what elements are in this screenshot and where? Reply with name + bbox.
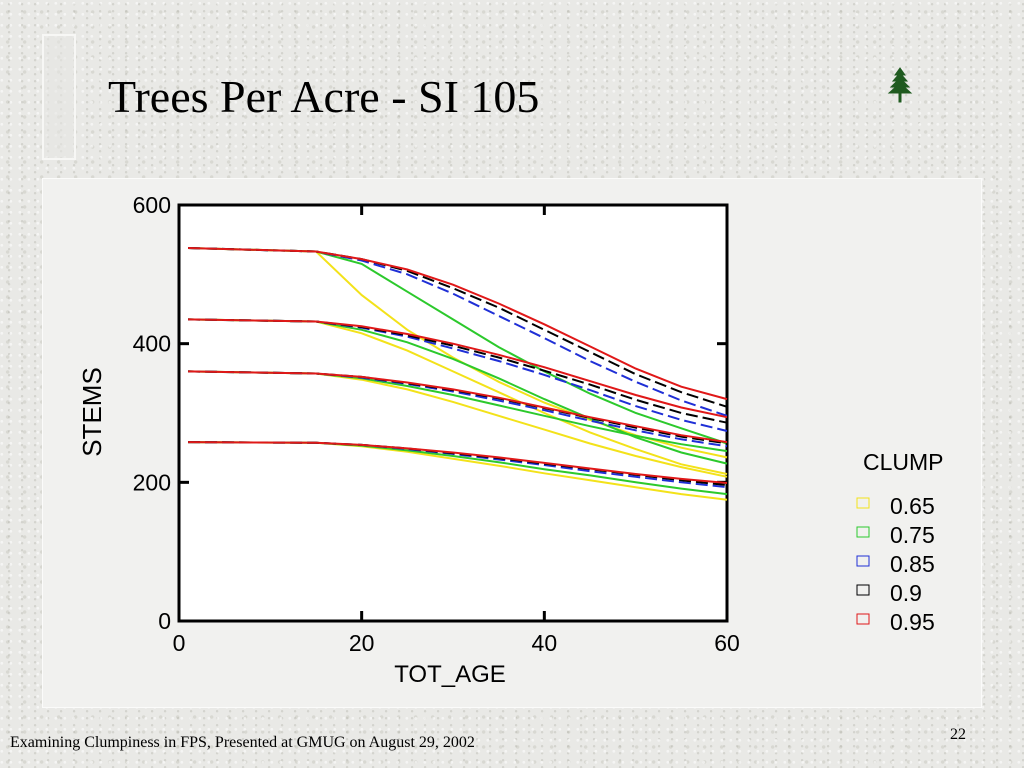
y-tick-label: 0 <box>158 608 171 634</box>
legend-title: CLUMP <box>863 449 944 475</box>
x-tick-label: 0 <box>173 630 186 656</box>
line-chart: 0 200 400 600 0 20 40 60 STEMS TOT_AGE CLUMP 0… <box>77 192 944 688</box>
legend-label: 0.85 <box>890 551 935 577</box>
legend-swatch <box>856 584 870 596</box>
x-tick-label: 40 <box>532 630 558 656</box>
series-line-0_95-group-4 <box>188 441 728 484</box>
y-tick-label: 600 <box>133 192 171 218</box>
chart-panel: 0 200 400 600 0 20 40 60 STEMS TOT_AGE CLUMP 0… <box>42 178 982 708</box>
slide-accent-bar-top <box>42 34 76 160</box>
legend-swatch <box>856 613 870 625</box>
plot-area <box>177 203 729 623</box>
series-line-0_75-group-2 <box>188 318 728 465</box>
legend: 0.65 0.75 0.85 0.9 0.95 <box>856 493 935 635</box>
page-number: 22 <box>950 726 966 743</box>
series-line-0_75-group-1 <box>188 247 728 445</box>
tree-icon <box>887 67 913 103</box>
series-line-0_95-group-1 <box>188 247 728 401</box>
legend-label: 0.9 <box>890 580 922 606</box>
legend-swatch <box>856 497 870 509</box>
legend-swatch <box>856 555 870 567</box>
legend-label: 0.65 <box>890 493 935 519</box>
series-line-0_95-group-3 <box>188 370 728 444</box>
y-tick-label: 200 <box>133 469 171 495</box>
legend-swatch <box>856 526 870 538</box>
legend-label: 0.75 <box>890 522 935 548</box>
slide-title: Trees Per Acre - SI 105 <box>108 71 540 122</box>
y-axis-label: STEMS <box>77 367 107 457</box>
x-axis-label: TOT_AGE <box>394 661 506 688</box>
slide-footer: Examining Clumpiness in FPS, Presented a… <box>10 734 475 751</box>
series-line-0_65-group-2 <box>188 318 728 475</box>
series-line-0_95-group-2 <box>188 318 728 419</box>
y-tick-label: 400 <box>133 331 171 357</box>
x-tick-label: 60 <box>714 630 740 656</box>
x-tick-label: 20 <box>349 630 375 656</box>
legend-label: 0.95 <box>890 609 935 635</box>
